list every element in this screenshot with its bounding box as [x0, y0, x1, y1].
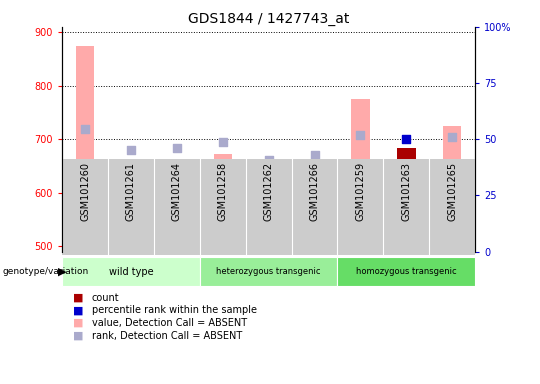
Bar — [305, 217, 323, 252]
Text: GSM101261: GSM101261 — [126, 162, 136, 221]
Bar — [200, 257, 338, 286]
Text: ■: ■ — [73, 293, 83, 303]
Bar — [167, 178, 186, 252]
Bar — [338, 257, 475, 286]
Point — [310, 152, 319, 158]
Bar — [214, 154, 232, 252]
Text: GSM101266: GSM101266 — [309, 162, 320, 221]
Bar — [443, 126, 461, 252]
Text: GSM101260: GSM101260 — [80, 162, 90, 221]
Text: ■: ■ — [73, 305, 83, 315]
Point — [172, 145, 181, 151]
Point — [402, 136, 410, 142]
Text: GSM101264: GSM101264 — [172, 162, 182, 221]
Text: heterozygous transgenic: heterozygous transgenic — [217, 267, 321, 276]
Text: wild type: wild type — [109, 266, 153, 277]
Point — [448, 134, 456, 140]
Text: value, Detection Call = ABSENT: value, Detection Call = ABSENT — [92, 318, 247, 328]
Bar — [259, 230, 278, 252]
Point — [356, 132, 365, 138]
Text: GSM101263: GSM101263 — [401, 162, 411, 221]
Text: GSM101259: GSM101259 — [355, 162, 366, 221]
Bar — [397, 148, 416, 252]
Point — [81, 126, 90, 132]
Text: ▶: ▶ — [58, 266, 67, 277]
Text: homozygous transgenic: homozygous transgenic — [356, 267, 457, 276]
Bar — [122, 193, 140, 252]
Text: count: count — [92, 293, 119, 303]
Point — [218, 139, 227, 145]
Text: rank, Detection Call = ABSENT: rank, Detection Call = ABSENT — [92, 331, 242, 341]
Bar — [62, 257, 200, 286]
Text: ■: ■ — [73, 331, 83, 341]
Text: ■: ■ — [73, 318, 83, 328]
Title: GDS1844 / 1427743_at: GDS1844 / 1427743_at — [188, 12, 349, 26]
Text: GSM101265: GSM101265 — [447, 162, 457, 221]
Text: percentile rank within the sample: percentile rank within the sample — [92, 305, 257, 315]
Point — [265, 156, 273, 162]
Bar — [76, 46, 94, 252]
Bar — [351, 99, 369, 252]
Point — [126, 147, 135, 153]
Text: GSM101262: GSM101262 — [264, 162, 274, 221]
Text: GSM101258: GSM101258 — [218, 162, 228, 221]
Text: genotype/variation: genotype/variation — [3, 267, 89, 276]
